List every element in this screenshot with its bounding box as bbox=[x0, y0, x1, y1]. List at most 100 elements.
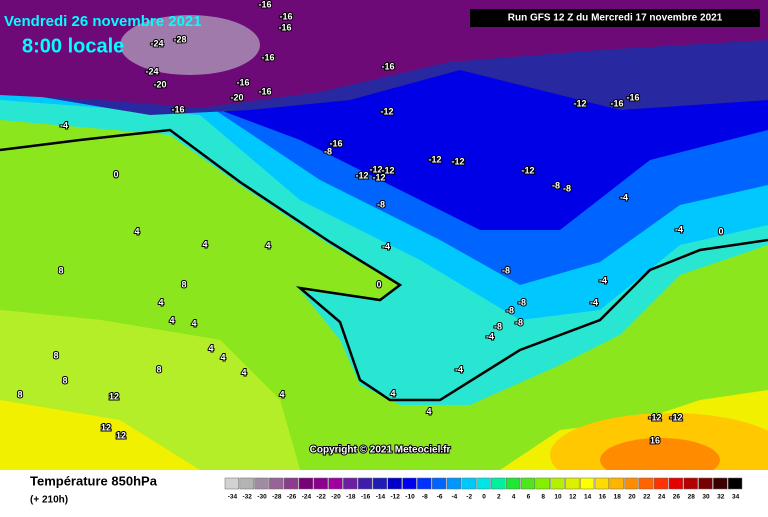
isotherm-label: -8 bbox=[377, 199, 385, 209]
colorbar-swatch bbox=[239, 477, 254, 490]
isotherm-label: 4 bbox=[158, 297, 163, 307]
colorbar-swatch bbox=[653, 477, 669, 490]
colorbar-swatch bbox=[402, 477, 417, 490]
isotherm-label: 8 bbox=[62, 375, 67, 385]
isotherm-label: -4 bbox=[455, 364, 463, 374]
colorbar-swatch bbox=[520, 477, 536, 490]
isotherm-label: -12 bbox=[369, 164, 382, 174]
colorbar-tick-label: -2 bbox=[466, 494, 472, 501]
isotherm-label: 12 bbox=[109, 391, 119, 401]
isotherm-label: -4 bbox=[60, 120, 68, 130]
colorbar-swatch bbox=[446, 477, 462, 490]
colorbar-swatch bbox=[431, 477, 447, 490]
isotherm-label: -16 bbox=[278, 22, 291, 32]
colorbar-tick-label: -26 bbox=[287, 494, 297, 501]
isotherm-label: 4 bbox=[169, 315, 174, 325]
run-info: Run GFS 12 Z du Mercredi 17 novembre 202… bbox=[508, 13, 723, 24]
colorbar-tick-label: -20 bbox=[331, 494, 341, 501]
colorbar-tick-label: 8 bbox=[541, 494, 545, 501]
isotherm-label: -12 bbox=[372, 172, 385, 182]
isotherm-label: -16 bbox=[279, 11, 292, 21]
isotherm-label: -4 bbox=[382, 241, 390, 251]
isotherm-label: -8 bbox=[515, 317, 523, 327]
isotherm-label: -4 bbox=[620, 192, 628, 202]
colorbar-swatch bbox=[491, 477, 506, 490]
footer-bar bbox=[0, 470, 768, 512]
isotherm-label: -12 bbox=[428, 154, 441, 164]
isotherm-label: 0 bbox=[113, 169, 118, 179]
colorbar-tick-label: 20 bbox=[628, 494, 636, 501]
isotherm-label: -16 bbox=[258, 86, 271, 96]
isotherm-label: -16 bbox=[236, 77, 249, 87]
colorbar-swatch bbox=[639, 477, 654, 490]
colorbar-tick-label: -12 bbox=[390, 494, 400, 501]
isotherm-label: -16 bbox=[329, 138, 342, 148]
colorbar-tick-label: 34 bbox=[732, 494, 740, 501]
isotherm-label: -8 bbox=[563, 183, 571, 193]
isotherm-label: -16 bbox=[171, 104, 184, 114]
colorbar-tick-label: 24 bbox=[658, 494, 666, 501]
isotherm-label: -4 bbox=[486, 331, 494, 341]
isotherm-label: 16 bbox=[650, 435, 660, 445]
colorbar-tick-label: -32 bbox=[242, 494, 252, 501]
footer-lead: (+ 210h) bbox=[30, 495, 68, 506]
colorbar-tick-label: -4 bbox=[452, 494, 458, 501]
isotherm-label: -12 bbox=[573, 98, 586, 108]
isotherm-label: -8 bbox=[552, 180, 560, 190]
isotherm-label: 8 bbox=[156, 364, 161, 374]
isotherm-label: 4 bbox=[265, 240, 270, 250]
colorbar-swatch bbox=[343, 477, 358, 490]
isotherm-label: 4 bbox=[241, 367, 246, 377]
isotherm-label: -12 bbox=[648, 412, 661, 422]
isotherm-label: 4 bbox=[279, 389, 284, 399]
colorbar-swatch bbox=[298, 477, 314, 490]
zero-isotherm bbox=[0, 128, 768, 402]
isotherm-label: 4 bbox=[426, 406, 431, 416]
isotherm-label: 8 bbox=[53, 350, 58, 360]
colorbar-swatch bbox=[579, 477, 595, 490]
isotherm-label: 8 bbox=[181, 279, 186, 289]
footer-title: Température 850hPa bbox=[30, 473, 158, 488]
colorbar-tick-label: 28 bbox=[688, 494, 696, 501]
isotherm-label: -16 bbox=[258, 0, 271, 9]
colorbar-swatch bbox=[698, 477, 713, 490]
colorbar-swatch bbox=[624, 477, 639, 490]
isotherm-label: -24 bbox=[150, 38, 163, 48]
isotherm-label: 4 bbox=[134, 226, 139, 236]
colorbar-tick-label: 10 bbox=[554, 494, 562, 501]
isotherm-label: 12 bbox=[101, 422, 111, 432]
colorbar-swatch bbox=[254, 477, 269, 490]
isotherm-label: -8 bbox=[324, 146, 332, 156]
isotherm-label: -8 bbox=[506, 305, 514, 315]
isotherm-label: -28 bbox=[173, 34, 186, 44]
colorbar-swatch bbox=[668, 477, 684, 490]
colorbar-swatch bbox=[372, 477, 388, 490]
colorbar-tick-label: -8 bbox=[422, 494, 428, 501]
isotherm-label: 8 bbox=[58, 265, 63, 275]
colorbar-tick-label: -18 bbox=[346, 494, 356, 501]
colorbar-swatch bbox=[550, 477, 565, 490]
colorbar-tick-label: 30 bbox=[702, 494, 710, 501]
colorbar-tick-label: 18 bbox=[614, 494, 622, 501]
colorbar-tick-label: -28 bbox=[272, 494, 282, 501]
colorbar-swatch bbox=[387, 477, 402, 490]
colorbar-swatch bbox=[713, 477, 728, 490]
isotherm-label: 8 bbox=[17, 389, 22, 399]
colorbar-tick-label: -16 bbox=[361, 494, 371, 501]
isotherm-label: 4 bbox=[191, 318, 196, 328]
colorbar-swatch bbox=[476, 477, 491, 490]
isotherm-label: 0 bbox=[718, 226, 723, 236]
colorbar-tick-label: 32 bbox=[717, 494, 725, 501]
forecast-time: 8:00 locale bbox=[22, 35, 124, 57]
colorbar-swatch bbox=[283, 477, 299, 490]
isotherm-label: 4 bbox=[208, 343, 213, 353]
colorbar-tick-label: 6 bbox=[527, 494, 531, 501]
isotherm-label: 4 bbox=[202, 239, 207, 249]
isotherm-label: -12 bbox=[669, 412, 682, 422]
copyright: Copyright © 2021 Meteociel.fr bbox=[310, 445, 451, 456]
isotherm-label: -8 bbox=[494, 321, 502, 331]
colorbar-swatch bbox=[609, 477, 624, 490]
colorbar-tick-label: 4 bbox=[512, 494, 516, 501]
